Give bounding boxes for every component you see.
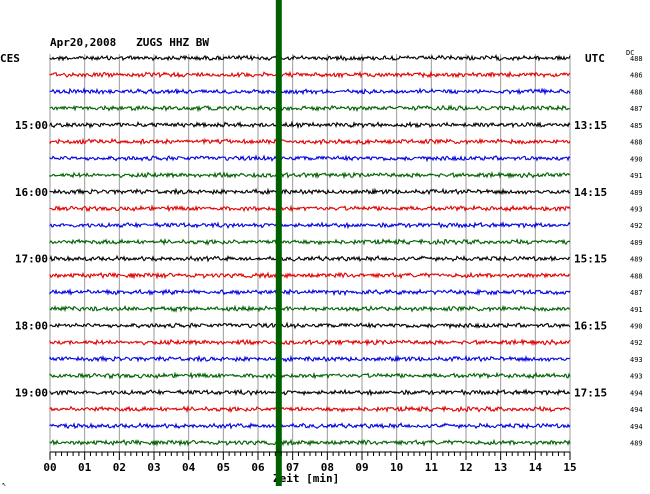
dc-value: 494 <box>630 389 643 397</box>
trace-4 <box>49 104 571 113</box>
event-marker-group <box>275 0 282 486</box>
dc-value: 493 <box>630 373 643 381</box>
dc-value: 492 <box>630 222 643 230</box>
trace-13 <box>49 254 571 263</box>
x-tick-label: 10 <box>390 461 403 474</box>
x-tick-label: 04 <box>182 461 196 474</box>
dc-value: 485 <box>630 122 643 130</box>
x-tick-label: 00 <box>43 461 56 474</box>
trace-5 <box>49 120 571 130</box>
right-hour-label: 16:15 <box>574 320 607 333</box>
trace-3 <box>49 87 571 96</box>
x-tick-label: 12 <box>459 461 472 474</box>
x-axis: 00 01 02 03 04 05 06 07 08 09 10 11 12 13 14 15 <box>43 451 577 474</box>
dc-value: 494 <box>630 406 643 414</box>
trace-16 <box>49 304 571 313</box>
dc-value: 492 <box>630 339 643 347</box>
dc-value: 488 <box>630 88 643 96</box>
dc-value: 487 <box>630 105 643 113</box>
x-tick-label: 08 <box>321 461 334 474</box>
trace-12 <box>49 237 571 247</box>
trace-24 <box>49 438 571 447</box>
x-tick-label: 07 <box>286 461 299 474</box>
x-tick-label: 02 <box>113 461 126 474</box>
dc-value: 494 <box>630 423 643 431</box>
trace-14 <box>49 271 571 280</box>
dc-value: 489 <box>630 256 643 264</box>
trace-7 <box>49 154 571 163</box>
hour-labels: 15:00 16:00 17:00 18:00 19:00 13:15 14:15 15:15… <box>15 119 607 400</box>
dc-value-column: 488 486 488 487 485 488 490 491 489 493 492 489 489 4… <box>630 55 643 448</box>
right-hour-label: 17:15 <box>574 386 607 399</box>
trace-group <box>49 54 571 447</box>
dc-value: 491 <box>630 172 643 180</box>
x-tick-label: 13 <box>494 461 507 474</box>
trace-6 <box>49 137 571 146</box>
x-tick-label: 15 <box>563 461 576 474</box>
dc-value: 490 <box>630 323 643 331</box>
vertical-gridlines <box>49 54 571 452</box>
dc-value: 489 <box>630 440 643 448</box>
x-tick-label: 05 <box>217 461 230 474</box>
dc-value: 487 <box>630 289 643 297</box>
trace-22 <box>49 405 571 414</box>
dc-value: 488 <box>630 272 643 280</box>
trace-20 <box>49 371 571 380</box>
trace-2 <box>49 70 571 79</box>
trace-9 <box>49 187 571 196</box>
dc-header-label: DC <box>626 49 634 57</box>
trace-17 <box>49 321 571 330</box>
right-axis-label-utc: UTC <box>585 52 605 65</box>
dc-value: 488 <box>630 139 643 147</box>
trace-8 <box>49 171 571 180</box>
left-hour-label: 18:00 <box>15 320 48 333</box>
dc-value: 488 <box>630 55 643 63</box>
x-tick-label: 03 <box>147 461 160 474</box>
right-hour-label: 15:15 <box>574 253 607 266</box>
left-hour-label: 15:00 <box>15 119 48 132</box>
trace-23 <box>49 422 571 430</box>
x-tick-label: 14 <box>529 461 543 474</box>
right-hour-label: 13:15 <box>574 119 607 132</box>
left-hour-label: 16:00 <box>15 186 48 199</box>
x-axis-label: Zeit [min] <box>273 472 339 485</box>
trace-19 <box>49 354 571 363</box>
right-hour-label: 14:15 <box>574 186 607 199</box>
left-hour-label: 17:00 <box>15 253 48 266</box>
corner-arrow-mark: ↖ <box>2 480 6 488</box>
trace-1 <box>49 54 571 62</box>
dc-value: 491 <box>630 306 643 314</box>
event-marker-line <box>275 0 282 486</box>
dc-value: 489 <box>630 189 643 197</box>
dc-value: 493 <box>630 356 643 364</box>
x-tick-label: 11 <box>425 461 439 474</box>
trace-15 <box>49 288 571 297</box>
trace-11 <box>49 220 571 230</box>
dc-value: 489 <box>630 239 643 247</box>
chart-title: Apr20,2008 ZUGS HHZ BW <box>50 36 209 49</box>
dc-value: 493 <box>630 205 643 213</box>
x-tick-label: 06 <box>251 461 265 474</box>
trace-18 <box>49 338 571 347</box>
left-axis-label-ces: CES <box>0 52 20 65</box>
dc-value: 490 <box>630 155 643 163</box>
dc-value: 486 <box>630 72 643 80</box>
trace-21 <box>49 388 571 397</box>
x-tick-label: 01 <box>78 461 92 474</box>
left-hour-label: 19:00 <box>15 386 48 399</box>
x-tick-label: 09 <box>355 461 368 474</box>
trace-10 <box>49 204 571 213</box>
